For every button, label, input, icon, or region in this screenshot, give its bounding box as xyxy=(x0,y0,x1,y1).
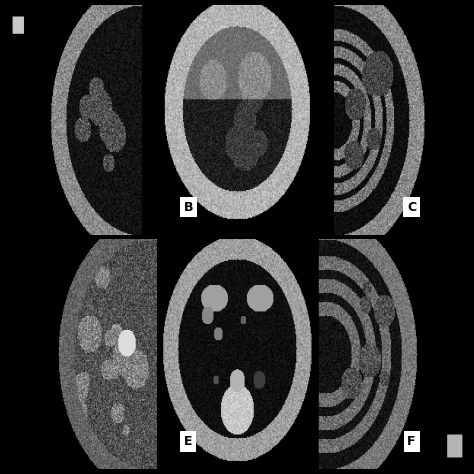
Text: C: C xyxy=(407,201,416,214)
Text: B: B xyxy=(184,201,193,214)
Text: F: F xyxy=(407,435,416,448)
Text: E: E xyxy=(184,435,193,448)
